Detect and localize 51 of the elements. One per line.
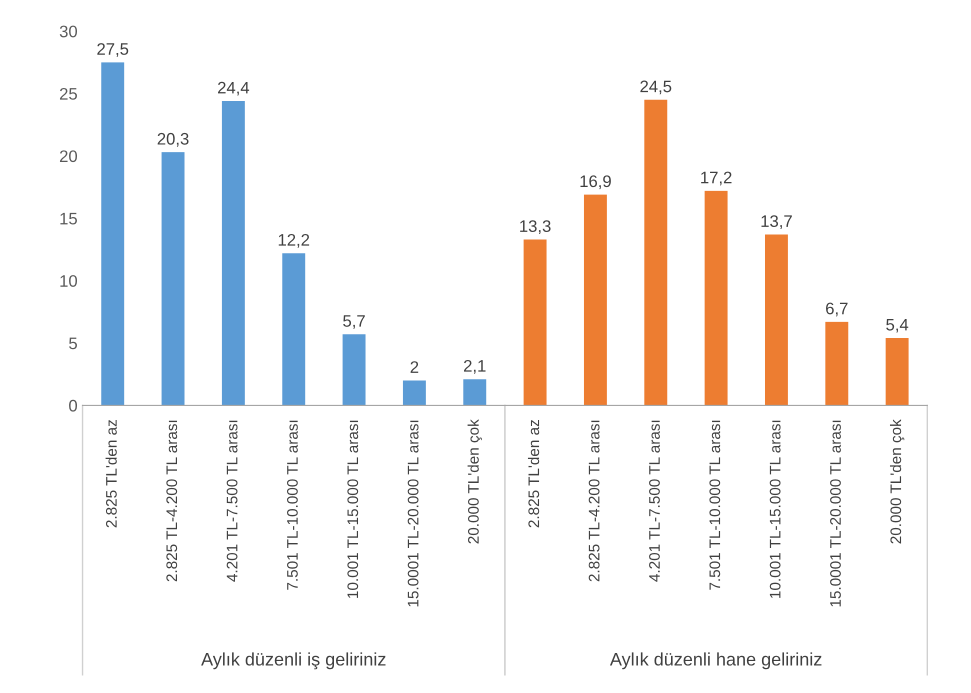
bar	[342, 334, 366, 406]
text: Aylık düzenli hane geliriniz	[610, 652, 822, 670]
bar	[463, 379, 486, 406]
data-label: 2,1	[464, 360, 486, 374]
x-tick-label: 7.501 TL-10.000 TL arası	[709, 420, 720, 590]
x-tick-label: 2.825 TL'den az	[528, 420, 540, 528]
x-tick-label: 15.0001 TL-20.000 TL arası	[830, 420, 841, 606]
y-tick-label: 10	[60, 275, 78, 287]
x-tick-label: 7.501 TL-10.000 TL arası	[287, 420, 298, 590]
bar	[704, 190, 728, 406]
data-label: 27,5	[97, 43, 128, 57]
data-label: 16,9	[580, 175, 611, 190]
y-tick-label: 25	[60, 88, 77, 100]
y-tick-label: 15	[60, 212, 77, 224]
x-tick-label: 4.201 TL-7.500 TL arası	[649, 420, 660, 582]
x-tick-label: 15.0001 TL-20.000 TL arası	[408, 420, 419, 606]
data-label: 24,5	[640, 80, 672, 94]
bar	[764, 234, 788, 406]
data-label: 13,3	[520, 220, 551, 234]
x-tick-label: 20.000 TL'den çok	[890, 419, 904, 544]
data-label: 12,2	[278, 234, 310, 248]
data-label: 24,4	[218, 82, 250, 96]
data-label: 6,7	[826, 302, 848, 316]
bar	[584, 194, 607, 406]
bar	[101, 62, 124, 406]
x-tick-label: 2.825 TL'den az	[106, 420, 117, 528]
x-tick-label: 10.001 TL-15.000 TL arası	[770, 420, 781, 598]
bar	[886, 338, 909, 406]
x-tick-label: 10.001 TL-15.000 TL arası	[347, 420, 358, 598]
data-label: 5,7	[343, 315, 365, 329]
x-tick-label: 20.000 TL'den çok	[468, 419, 482, 544]
y-tick-label: 20	[60, 150, 78, 162]
x-tick-label: 2.825 TL-4.200 TL arası	[588, 420, 600, 582]
bar	[162, 152, 185, 406]
x-tick-label: 2.825 TL-4.200 TL arası	[166, 420, 178, 582]
bar	[825, 322, 848, 406]
bar	[222, 101, 245, 406]
data-label: 13,7	[762, 215, 792, 230]
bar	[644, 100, 668, 406]
text: Aylık düzenli iş geliriniz	[201, 652, 386, 670]
data-label: 20,3	[158, 132, 189, 147]
bar	[282, 253, 306, 406]
data-label: 5,4	[886, 318, 908, 333]
y-tick-label: 30	[60, 26, 78, 38]
data-label: 17,2	[701, 172, 732, 186]
x-tick-label: 4.201 TL-7.500 TL arası	[226, 420, 238, 582]
bar	[524, 240, 547, 406]
y-tick-label: 0	[69, 400, 78, 412]
data-label: 2	[410, 361, 418, 373]
y-tick-label: 5	[69, 338, 77, 350]
bar	[402, 380, 426, 406]
